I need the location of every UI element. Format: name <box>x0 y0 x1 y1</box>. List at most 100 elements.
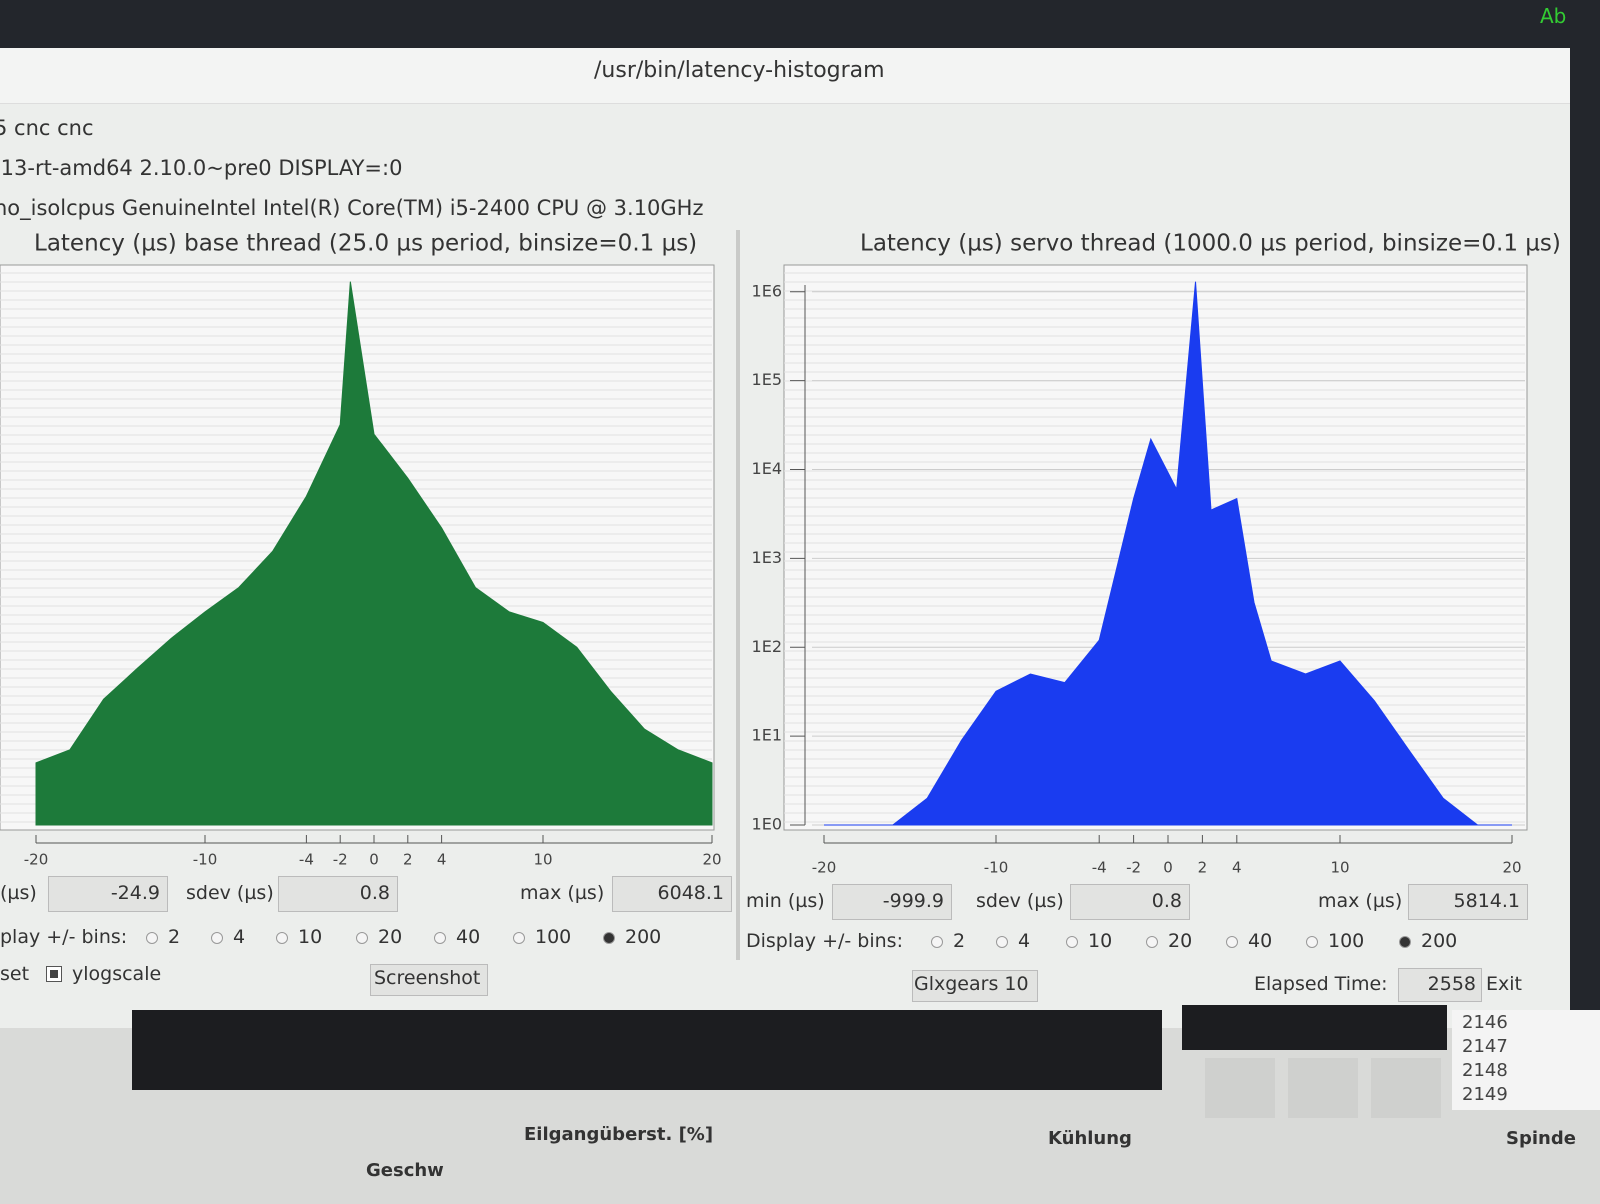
ylogscale-label: ylogscale <box>72 963 162 985</box>
x-tick-label: 2 <box>1198 859 1208 877</box>
bins-option[interactable]: 200 <box>1421 930 1458 952</box>
radio-button[interactable] <box>931 936 943 948</box>
bins-option[interactable]: 4 <box>233 926 246 948</box>
max-label: max (µs) <box>520 882 605 904</box>
chart-title: Latency (µs) servo thread (1000.0 µs per… <box>860 231 1561 257</box>
radio-button[interactable] <box>1146 936 1158 948</box>
y-tick-label: 1E6 <box>752 281 782 300</box>
y-tick-label: 1E0 <box>752 815 782 834</box>
x-tick-label: 20 <box>702 851 721 869</box>
bins-option[interactable]: 20 <box>1168 930 1193 952</box>
y-tick-label: 1E2 <box>752 637 782 656</box>
line-number: 2148 <box>1462 1060 1508 1081</box>
radio-button[interactable] <box>276 932 288 944</box>
tool-button[interactable] <box>1371 1058 1441 1118</box>
bins-option[interactable]: 4 <box>1018 930 1031 952</box>
max-value: 6048.1 <box>657 882 724 904</box>
x-tick-label: 4 <box>437 851 447 869</box>
radio-button[interactable] <box>603 932 615 944</box>
tool-button[interactable] <box>1205 1058 1275 1118</box>
info-line: .13-rt-amd64 2.10.0~pre0 DISPLAY=:0 <box>0 156 403 180</box>
title-bar <box>0 48 1570 104</box>
max-field <box>612 876 732 912</box>
info-line: no_isolcpus GenuineIntel Intel(R) Core(T… <box>0 196 704 220</box>
max-label: max (µs) <box>1318 890 1403 912</box>
x-tick-label: -4 <box>299 851 314 869</box>
bins-option[interactable]: 2 <box>168 926 181 948</box>
corner-text: Ab <box>1540 4 1567 28</box>
bins-option[interactable]: 100 <box>1328 930 1365 952</box>
tool-button[interactable] <box>1288 1058 1358 1118</box>
sdev-field <box>1070 884 1190 920</box>
exit-button[interactable]: Exit <box>1486 973 1522 995</box>
bins-option[interactable]: 40 <box>1248 930 1273 952</box>
max-value: 5814.1 <box>1453 890 1520 912</box>
bins-option[interactable]: 10 <box>1088 930 1113 952</box>
radio-button[interactable] <box>996 936 1008 948</box>
x-tick-label: 0 <box>1163 859 1173 877</box>
radio-button[interactable] <box>1306 936 1318 948</box>
y-tick-label: 1E3 <box>752 548 782 567</box>
screenshot-bg[interactable] <box>370 964 488 996</box>
x-tick-label: -20 <box>812 859 837 877</box>
x-tick-label: 0 <box>369 851 379 869</box>
elapsed-field <box>1398 968 1482 1002</box>
histogram-area <box>35 281 713 826</box>
y-tick-label: 1E5 <box>752 370 782 389</box>
chart-title: Latency (µs) base thread (25.0 µs period… <box>34 231 697 257</box>
bins-label: play +/- bins: <box>0 926 128 948</box>
sdev-label: sdev (µs) <box>976 890 1064 912</box>
radio-button[interactable] <box>211 932 223 944</box>
x-tick-label: 10 <box>533 851 552 869</box>
window-title: /usr/bin/latency-histogram <box>594 58 885 83</box>
bins-option[interactable]: 100 <box>535 926 572 948</box>
x-tick-label: 20 <box>1502 859 1521 877</box>
x-tick-label: -10 <box>984 859 1009 877</box>
background-label: Geschw <box>366 1160 444 1181</box>
radio-button[interactable] <box>513 932 525 944</box>
line-number: 2146 <box>1462 1012 1508 1033</box>
glxgears-button[interactable]: Glxgears 10 <box>914 973 1029 995</box>
bins-label: Display +/- bins: <box>746 930 903 952</box>
min-label: min (µs) <box>746 890 825 912</box>
radio-button[interactable] <box>1226 936 1238 948</box>
sdev-field <box>278 876 398 912</box>
bins-option[interactable]: 200 <box>625 926 662 948</box>
bins-option[interactable]: 40 <box>456 926 481 948</box>
screenshot-button[interactable]: Screenshot <box>374 967 481 989</box>
dark-field <box>132 1010 1162 1090</box>
radio-button[interactable] <box>434 932 446 944</box>
x-tick-label: 10 <box>1330 859 1349 877</box>
sdev-value: 0.8 <box>359 882 390 904</box>
min-value: -24.9 <box>110 882 160 904</box>
background-label: Eilgangüberst. [%] <box>524 1124 714 1145</box>
radio-button[interactable] <box>146 932 158 944</box>
min-value: -999.9 <box>882 890 944 912</box>
background-label: Spinde <box>1506 1128 1576 1149</box>
checkbox[interactable] <box>46 966 62 982</box>
background-label: Kühlung <box>1048 1128 1132 1149</box>
min-field <box>832 884 952 920</box>
sdev-label: sdev (µs) <box>186 882 274 904</box>
y-tick-label: 1E4 <box>752 459 782 478</box>
x-tick-label: -2 <box>1126 859 1141 877</box>
bins-option[interactable]: 2 <box>953 930 966 952</box>
x-tick-label: -10 <box>193 851 218 869</box>
divider <box>736 230 740 960</box>
radio-button[interactable] <box>356 932 368 944</box>
histogram-area <box>824 281 1512 826</box>
bins-option[interactable]: 10 <box>298 926 323 948</box>
radio-button[interactable] <box>1399 936 1411 948</box>
x-tick-label: 2 <box>403 851 413 869</box>
line-number: 2149 <box>1462 1084 1508 1105</box>
dark-field <box>1182 1005 1447 1050</box>
elapsed-value: 2558 <box>1427 973 1476 995</box>
x-tick-label: 4 <box>1232 859 1242 877</box>
x-tick-label: -4 <box>1092 859 1107 877</box>
min-field <box>48 876 168 912</box>
glxgears-bg[interactable] <box>912 970 1038 1002</box>
radio-button[interactable] <box>1066 936 1078 948</box>
reset-button[interactable]: set <box>0 963 30 985</box>
bins-option[interactable]: 20 <box>378 926 403 948</box>
